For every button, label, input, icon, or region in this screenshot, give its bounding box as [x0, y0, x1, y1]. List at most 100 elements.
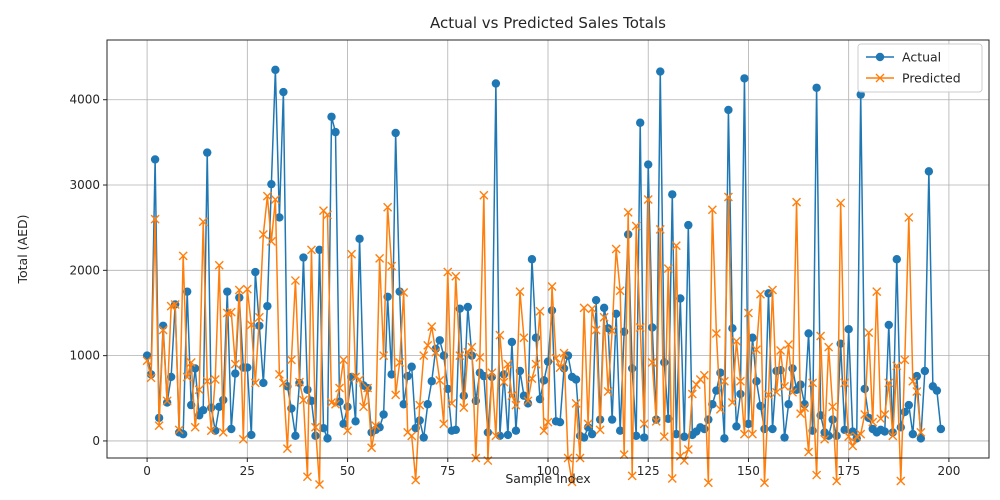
actual-point	[427, 377, 436, 386]
actual-point	[896, 423, 905, 432]
predicted-point	[623, 207, 633, 217]
predicted-point	[170, 299, 180, 309]
actual-point	[443, 384, 452, 394]
predicted-point	[880, 409, 890, 419]
predicted-point	[387, 261, 397, 271]
predicted-point	[800, 403, 810, 413]
actual-point	[640, 433, 649, 442]
predicted-point	[639, 419, 649, 429]
actual-point	[247, 430, 256, 440]
predicted-point	[282, 444, 292, 454]
actual-point	[744, 419, 753, 429]
predicted-point	[258, 230, 268, 239]
actual-point	[511, 426, 521, 435]
predicted-point	[808, 378, 818, 388]
predicted-point	[579, 303, 589, 313]
actual-point	[784, 400, 793, 409]
predicted-point	[687, 389, 697, 399]
predicted-point	[427, 322, 437, 332]
predicted-point	[832, 476, 842, 486]
actual-point	[599, 303, 609, 313]
predicted-point	[828, 402, 838, 412]
predicted-point	[820, 434, 830, 444]
actual-point	[191, 364, 200, 373]
predicted-point	[323, 210, 332, 220]
predicted-point	[230, 359, 240, 369]
actual-point	[916, 434, 926, 443]
actual-point	[423, 400, 432, 409]
actual-point	[736, 389, 745, 399]
actual-point	[527, 255, 537, 264]
actual-point	[267, 179, 276, 189]
actual-point	[355, 234, 364, 243]
predicted-point	[699, 370, 709, 380]
predicted-point	[359, 402, 369, 412]
predicted-point	[868, 417, 878, 427]
predicted-point	[278, 378, 288, 388]
predicted-point	[491, 431, 501, 441]
predicted-point	[371, 421, 381, 431]
actual-point	[495, 431, 505, 441]
predicted-point	[711, 328, 721, 338]
predicted-point	[735, 376, 745, 386]
predicted-point	[331, 399, 341, 409]
actual-point	[632, 431, 641, 441]
predicted-point	[367, 443, 377, 453]
predicted-point	[888, 431, 898, 441]
actual-point	[848, 427, 857, 436]
actual-point	[700, 424, 709, 434]
predicted-point	[310, 422, 320, 432]
predicted-point	[667, 473, 677, 483]
y-tick-label: 0	[92, 434, 100, 448]
actual-point	[503, 430, 513, 440]
predicted-point	[856, 429, 866, 439]
predicted-point	[411, 475, 421, 485]
x-tick-label: 125	[637, 464, 660, 478]
actual-point	[648, 323, 657, 332]
predicted-point	[503, 359, 513, 369]
predicted-point	[242, 284, 252, 294]
actual-point	[636, 118, 645, 127]
x-tick-label: 150	[737, 464, 760, 478]
actual-point	[459, 391, 469, 400]
predicted-point	[154, 421, 164, 431]
predicted-point	[547, 282, 557, 292]
predicted-point	[423, 340, 433, 350]
actual-point	[732, 422, 741, 431]
actual-point	[150, 155, 160, 164]
predicted-point	[852, 432, 862, 442]
actual-point	[166, 372, 176, 382]
actual-point	[199, 406, 208, 415]
actual-point	[603, 324, 613, 333]
actual-point	[231, 369, 240, 378]
predicted-point	[206, 426, 216, 436]
predicted-point	[707, 205, 717, 215]
actual-point	[840, 425, 849, 435]
actual-point	[215, 402, 224, 412]
actual-point	[291, 431, 300, 441]
predicted-point	[719, 376, 729, 386]
actual-point	[680, 432, 689, 441]
legend: Actual Predicted	[857, 43, 983, 93]
predicted-point	[375, 253, 385, 263]
predicted-point	[715, 404, 725, 414]
predicted-point	[539, 426, 549, 436]
predicted-point	[194, 385, 204, 395]
actual-point	[668, 190, 677, 199]
predicted-point	[142, 356, 152, 366]
actual-point	[535, 394, 545, 404]
actual-point	[720, 434, 729, 443]
actual-point	[768, 424, 777, 434]
predicted-point	[190, 422, 200, 432]
actual-point	[407, 362, 416, 371]
actual-point	[523, 399, 533, 408]
predicted-point	[627, 471, 637, 481]
predicted-point	[146, 373, 156, 383]
predicted-point	[739, 429, 749, 439]
predicted-point	[663, 264, 673, 274]
predicted-point	[314, 479, 324, 489]
actual-point	[920, 366, 930, 376]
predicted-point	[274, 369, 284, 379]
predicted-point	[812, 470, 822, 480]
